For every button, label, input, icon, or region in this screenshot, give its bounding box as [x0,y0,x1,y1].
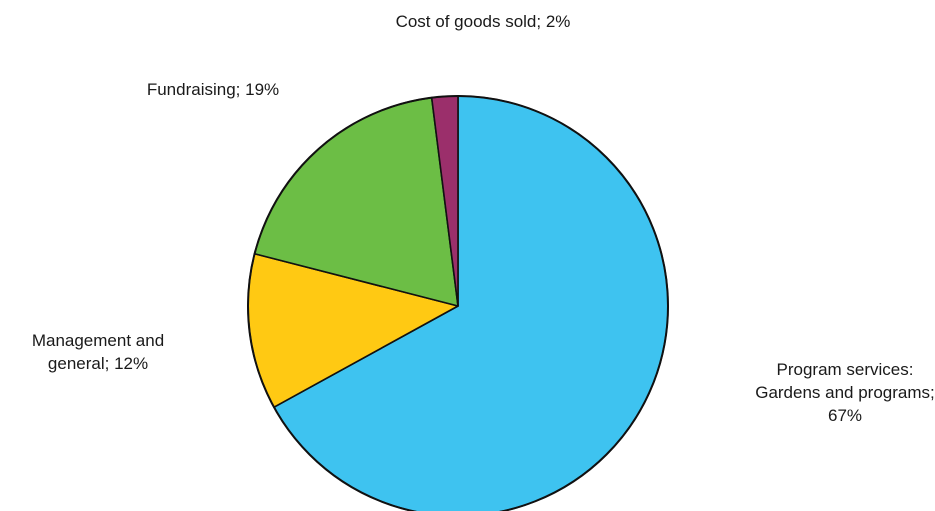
slice-label-cost-of-goods-sold: Cost of goods sold; 2% [396,12,571,31]
slice-label-line: Fundraising; 19% [147,80,279,99]
slice-label-line: general; 12% [48,354,148,373]
slice-labels: Program services: Gardens and programs; 67… [32,12,935,425]
slice-label-program-services-gardens-and-programs: Program services: Gardens and programs; 67… [755,360,935,425]
slice-label-fundraising: Fundraising; 19% [147,80,279,99]
slice-label-management-and-general: Management and general; 12% [32,331,164,373]
slice-label-line: 67% [828,406,862,425]
slice-label-line: Gardens and programs; [755,383,935,402]
pie-slices [247,95,669,511]
slice-label-line: Cost of goods sold; 2% [396,12,571,31]
slice-label-line: Management and [32,331,164,350]
pie-outline [247,95,669,511]
slice-label-line: Program services: [777,360,914,379]
